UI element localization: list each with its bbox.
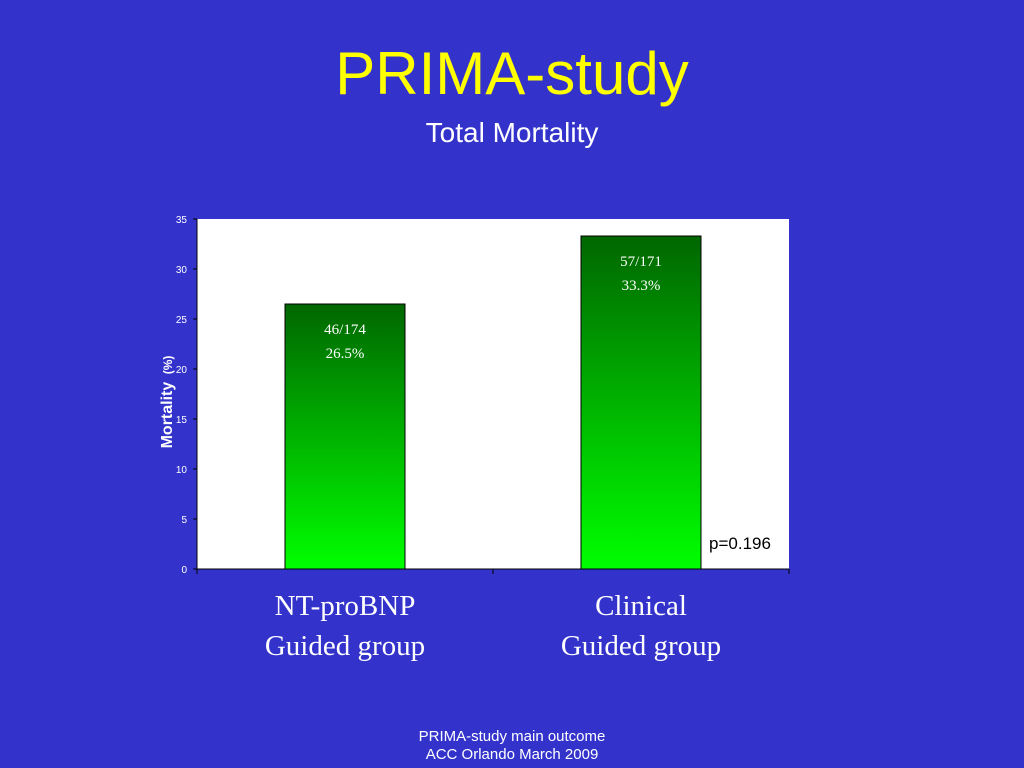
y-tick-label: 5 [181, 515, 187, 526]
category-label-line1: NT-proBNP [274, 590, 416, 622]
y-tick-label: 15 [176, 415, 188, 426]
footer: PRIMA-study main outcome ACC Orlando Mar… [0, 728, 1024, 764]
data-label-count: 46/174 [324, 322, 366, 338]
y-axis-label-main: Mortality [159, 382, 176, 449]
y-tick-label: 0 [181, 565, 187, 576]
category-label-clinical: Clinical Guided group [491, 586, 791, 666]
slide-subtitle: Total Mortality [425, 117, 599, 148]
p-value-annotation: p=0.196 [709, 534, 771, 553]
y-tick-label: 35 [176, 215, 188, 226]
footer-line1: PRIMA-study main outcome [418, 728, 606, 745]
y-tick-label: 10 [176, 465, 188, 476]
y-tick-label: 30 [176, 265, 188, 276]
y-axis-label: Mortality (%) [159, 356, 176, 449]
category-label-line2: Guided group [560, 630, 722, 662]
y-tick-label: 25 [176, 315, 188, 326]
bar-0 [284, 303, 406, 570]
bar-1 [580, 235, 702, 570]
category-label-line2: Guided group [264, 630, 426, 662]
category-label-line1: Clinical [595, 590, 687, 622]
y-axis-label-unit: (%) [161, 356, 175, 375]
category-label-nt-probnp: NT-proBNP Guided group [195, 586, 495, 666]
footer-line2: ACC Orlando March 2009 [425, 746, 599, 763]
slide-title: PRIMA-study [335, 40, 689, 107]
data-label-percent: 26.5% [326, 346, 365, 362]
y-tick-label: 20 [176, 365, 188, 376]
data-label-count: 57/171 [620, 254, 662, 270]
data-label-percent: 33.3% [622, 278, 661, 294]
